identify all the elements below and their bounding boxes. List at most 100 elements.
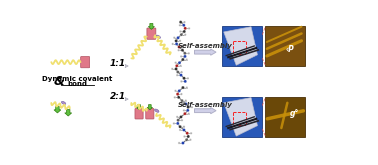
FancyBboxPatch shape xyxy=(147,28,156,39)
Circle shape xyxy=(183,52,186,55)
Circle shape xyxy=(177,36,180,39)
Polygon shape xyxy=(148,23,155,29)
Bar xyxy=(265,26,305,66)
Circle shape xyxy=(185,138,188,141)
Circle shape xyxy=(181,119,183,121)
Circle shape xyxy=(180,93,183,95)
Bar xyxy=(222,26,262,66)
Circle shape xyxy=(180,65,182,67)
Text: g°: g° xyxy=(290,109,299,118)
Circle shape xyxy=(175,64,178,67)
Circle shape xyxy=(173,122,175,125)
Circle shape xyxy=(178,61,181,64)
Circle shape xyxy=(175,62,177,64)
Circle shape xyxy=(178,142,180,144)
Circle shape xyxy=(174,90,177,92)
Polygon shape xyxy=(147,105,153,110)
Circle shape xyxy=(183,135,186,138)
Circle shape xyxy=(186,132,189,135)
Circle shape xyxy=(191,106,193,108)
Ellipse shape xyxy=(61,101,66,105)
Polygon shape xyxy=(65,109,72,116)
Circle shape xyxy=(188,27,190,30)
Circle shape xyxy=(183,30,186,33)
Circle shape xyxy=(178,49,180,51)
Circle shape xyxy=(176,116,178,118)
Circle shape xyxy=(181,86,184,89)
Circle shape xyxy=(183,55,187,58)
FancyBboxPatch shape xyxy=(81,57,90,68)
Bar xyxy=(234,41,246,54)
Circle shape xyxy=(181,103,183,105)
Circle shape xyxy=(173,37,175,39)
Polygon shape xyxy=(136,105,142,110)
Circle shape xyxy=(181,58,184,61)
Circle shape xyxy=(181,49,184,52)
Circle shape xyxy=(180,55,182,58)
Circle shape xyxy=(186,58,188,61)
Circle shape xyxy=(190,132,192,134)
Polygon shape xyxy=(125,64,128,68)
Circle shape xyxy=(178,125,182,128)
Circle shape xyxy=(180,74,183,77)
Circle shape xyxy=(186,86,188,89)
Circle shape xyxy=(176,74,178,76)
Circle shape xyxy=(187,77,189,79)
Circle shape xyxy=(187,106,190,109)
Circle shape xyxy=(174,96,176,99)
Circle shape xyxy=(184,99,187,102)
Text: 2:1: 2:1 xyxy=(110,92,125,101)
Ellipse shape xyxy=(156,35,161,38)
Circle shape xyxy=(176,93,179,96)
Circle shape xyxy=(177,119,180,122)
Circle shape xyxy=(175,42,178,46)
Circle shape xyxy=(179,21,182,24)
Circle shape xyxy=(175,67,178,70)
Circle shape xyxy=(182,24,185,27)
Polygon shape xyxy=(224,98,257,136)
Polygon shape xyxy=(224,27,257,65)
Text: Self-assembly: Self-assembly xyxy=(178,101,233,108)
Circle shape xyxy=(176,70,179,74)
Bar xyxy=(265,97,305,137)
Polygon shape xyxy=(54,106,61,113)
Circle shape xyxy=(183,126,185,128)
Circle shape xyxy=(178,46,181,49)
FancyBboxPatch shape xyxy=(146,109,154,119)
Circle shape xyxy=(180,71,183,73)
FancyArrow shape xyxy=(195,49,216,55)
Circle shape xyxy=(183,128,186,132)
Circle shape xyxy=(171,68,174,70)
Circle shape xyxy=(183,21,186,23)
Circle shape xyxy=(180,80,183,82)
Text: Self-assembly: Self-assembly xyxy=(178,43,233,49)
Circle shape xyxy=(187,135,190,138)
Circle shape xyxy=(183,112,186,115)
Circle shape xyxy=(184,27,187,30)
Circle shape xyxy=(187,113,190,115)
Text: &: & xyxy=(54,75,65,88)
Circle shape xyxy=(184,102,187,105)
Circle shape xyxy=(179,129,181,131)
Circle shape xyxy=(186,109,189,112)
Bar xyxy=(222,97,262,137)
Circle shape xyxy=(179,24,181,26)
Circle shape xyxy=(178,89,181,92)
Circle shape xyxy=(179,30,181,33)
Text: 1:1: 1:1 xyxy=(110,59,125,68)
Circle shape xyxy=(180,115,183,118)
FancyBboxPatch shape xyxy=(135,109,143,119)
Bar xyxy=(234,112,246,125)
Text: ‹P: ‹P xyxy=(286,46,294,54)
FancyArrow shape xyxy=(195,108,216,114)
Circle shape xyxy=(180,33,183,36)
Polygon shape xyxy=(125,98,128,101)
Circle shape xyxy=(182,46,184,48)
Circle shape xyxy=(187,52,190,54)
Ellipse shape xyxy=(155,109,159,112)
Text: Dynamic covalent: Dynamic covalent xyxy=(42,76,113,82)
Text: bond: bond xyxy=(67,81,87,87)
Circle shape xyxy=(183,77,186,80)
Circle shape xyxy=(184,33,186,36)
Circle shape xyxy=(184,80,187,83)
